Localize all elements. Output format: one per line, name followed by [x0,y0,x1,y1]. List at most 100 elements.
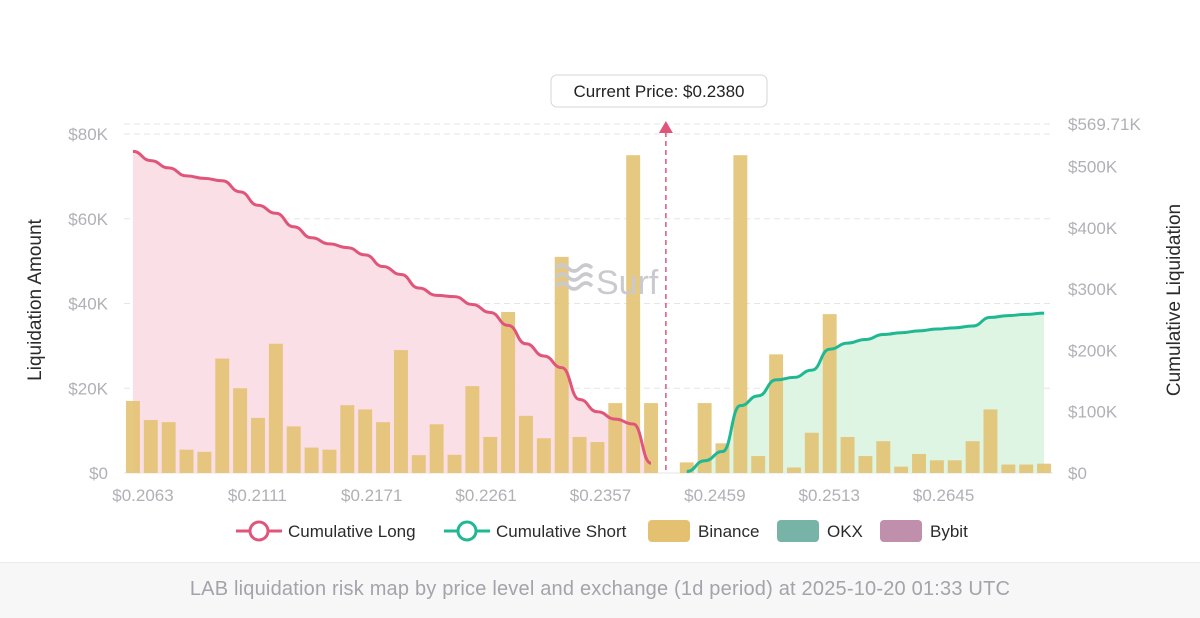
binance-bar [125,400,140,473]
watermark-stripe [554,263,594,273]
x-axis-ticks: $0.2063 $0.2111 $0.2171 $0.2261 $0.2357 $0.24… [112,486,974,505]
y-axis-right-title: Cumulative Liquidation [1164,204,1185,396]
binance-bar [697,403,712,473]
binance-bar [179,449,194,473]
legend-label: Bybit [930,522,968,541]
watermark-text: Surf [596,264,659,302]
binance-bar [340,405,355,473]
binance-bar [912,453,926,473]
binance-bar [572,436,587,473]
current-price-arrow-icon [658,121,673,133]
liquidation-chart: Surf Current Price: $0.2380 $0 $20K $40K $6… [25,74,1185,542]
binance-bar [590,442,605,473]
binance-bar [929,460,944,473]
x-tick-label: $0.2513 [799,486,860,505]
binance-bar [947,460,962,473]
binance-bar [983,409,998,473]
binance-bar [536,438,551,473]
cumulative-long-line [132,149,652,465]
binance-bar [733,155,748,473]
cumulative-lines [132,149,1045,473]
binance-bar [608,403,623,473]
legend: Cumulative Long Cumulative Short Binance OK… [236,520,968,542]
binance-bar [626,155,641,473]
chart-card: Surf Current Price: $0.2380 $0 $20K $40K $6… [0,74,1200,563]
binance-bar [233,388,248,473]
legend-label: OKX [827,522,863,541]
y2-tick-label: $0 [1068,464,1087,483]
legend-label: Binance [698,522,759,541]
y-tick-label: $80K [68,125,108,144]
x-tick-label: $0.2111 [228,486,287,505]
x-tick-label: $0.2063 [112,486,173,505]
binance-bar [501,311,516,473]
y-tick-label: $60K [68,210,108,229]
x-tick-label: $0.2261 [455,486,516,505]
binance-bar [143,420,158,473]
y2-tick-label: $500K [1068,158,1118,177]
binance-bar [429,424,444,473]
binance-bar [215,358,230,473]
binance-bar [894,466,909,473]
legend-marker [248,520,270,542]
binance-bar [751,456,766,473]
binance-bar [304,447,319,473]
binance-bar [840,436,855,473]
current-price-marker: Current Price: $0.2380 [550,74,768,473]
binance-bar [268,343,283,473]
binance-bar [483,436,498,473]
binance-bar [447,454,462,473]
binance-bar [161,422,176,473]
binance-bar [679,462,694,473]
binance-bar [519,415,533,473]
binance-bar [786,467,801,473]
binance-bar [1001,464,1016,473]
cumulative-short-line [686,311,1045,473]
current-price-label: Current Price: $0.2380 [573,82,744,101]
y2-tick-label: $300K [1068,280,1118,299]
x-tick-label: $0.2645 [913,486,974,505]
binance-bar [1037,463,1052,473]
legend-color-swatch [648,520,690,542]
binance-bar [769,354,784,473]
y2-tick-label: $200K [1068,341,1118,360]
legend-label: Cumulative Short [496,522,627,541]
binance-bar [393,350,408,473]
binance-bar [465,386,480,473]
y2-tick-label: $400K [1068,219,1118,238]
chart-caption: LAB liquidation risk map by price level … [189,578,1011,600]
binance-bar [411,455,426,473]
current-price-tooltip [550,74,768,108]
watermark-stripe [554,272,594,282]
binance-bar [197,451,212,473]
binance-bar [554,256,569,473]
y-axis-left-title: Liquidation Amount [25,218,46,380]
legend-marker [456,520,478,542]
watermark-stripe [554,281,594,291]
binance-bar [822,314,837,473]
x-tick-label: $0.2171 [341,486,402,505]
y2-tick-label: $569.71K [1068,115,1141,134]
binance-bar [322,449,337,473]
binance-bar [1019,464,1034,473]
cumulative-long-area [132,151,652,473]
legend-color-swatch [777,520,819,542]
binance-bar [804,432,819,473]
binance-bar [876,441,891,473]
binance-bar [644,403,658,473]
y2-tick-label: $100K [1068,403,1118,422]
binance-bar [286,426,301,473]
legend-label: Cumulative Long [288,522,416,541]
x-tick-label: $0.2459 [684,486,745,505]
y-axis-left-ticks: $0 $20K $40K $60K $80K [68,125,108,483]
surf-logo-icon [554,263,594,291]
x-tick-label: $0.2357 [570,486,631,505]
legend-color-swatch [880,520,922,542]
binance-bar [251,417,265,473]
binance-bars [125,155,1052,473]
y-tick-label: $40K [68,295,108,314]
binance-bar [858,456,873,473]
binance-bar [376,422,391,473]
y-axis-right-ticks: $0 $100K $200K $300K $400K $500K $569.71K [1068,115,1141,483]
y-tick-label: $20K [68,379,108,398]
